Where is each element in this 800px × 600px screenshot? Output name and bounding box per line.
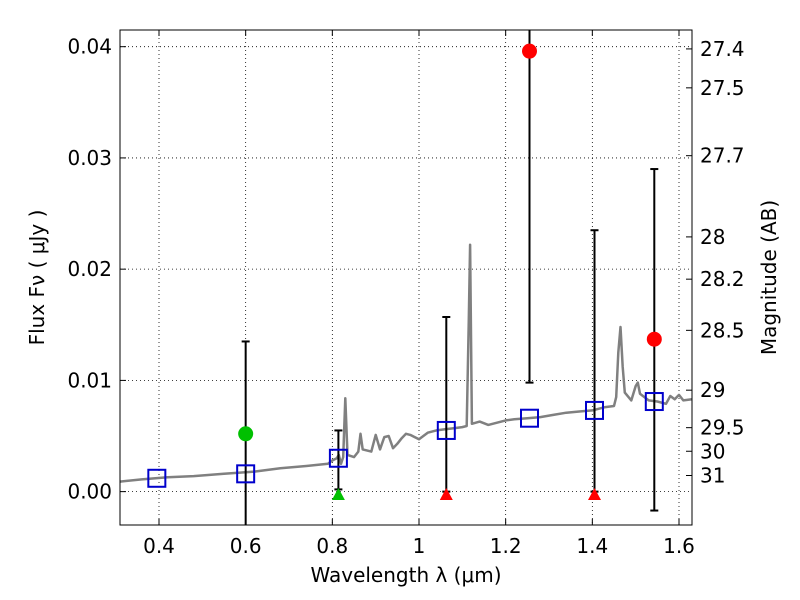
right-axis-title: Magnitude (AB)	[757, 200, 781, 355]
upper-limit-triangle	[439, 487, 453, 500]
right-tick-label: 27.4	[700, 37, 745, 61]
x-tick-label: 0.6	[230, 534, 262, 558]
y-tick-label: 0.01	[67, 368, 112, 392]
x-tick-label: 0.4	[143, 534, 175, 558]
x-axis-title: Wavelength λ (μm)	[310, 563, 501, 587]
y-tick-label: 0.04	[67, 35, 112, 59]
y-tick-label: 0.00	[67, 480, 112, 504]
upper-limit-triangle	[331, 487, 345, 500]
model-point-square	[520, 408, 539, 428]
x-tick-label: 1	[413, 534, 426, 558]
right-tick-label: 29	[700, 378, 725, 402]
model-sed-line	[119, 243, 693, 483]
grid	[120, 30, 692, 525]
x-axis-ticks: 0.4 0.6 0.8 1 1.2 1.4 1.6	[143, 30, 695, 558]
y-axis-title: Flux Fν ( μJy )	[25, 210, 49, 346]
model-point-square	[436, 420, 456, 440]
model-curve-layer	[119, 243, 693, 483]
model-point-square	[644, 392, 664, 412]
observed-point-circle	[522, 43, 537, 59]
x-tick-label: 1.2	[490, 534, 522, 558]
right-tick-label: 27.7	[700, 144, 745, 168]
right-tick-label: 31	[700, 464, 725, 488]
model-point-square	[236, 464, 256, 484]
right-tick-label: 28.2	[700, 267, 745, 291]
right-tick-label: 28	[700, 225, 725, 249]
right-tick-label: 30	[700, 439, 725, 463]
right-tick-label: 27.5	[700, 76, 745, 100]
x-tick-label: 1.4	[576, 534, 608, 558]
model-point-square	[585, 400, 604, 420]
y-tick-label: 0.03	[67, 146, 112, 170]
x-tick-label: 1.6	[663, 534, 695, 558]
observed-point-circle	[238, 426, 254, 442]
right-tick-label: 28.5	[700, 318, 745, 342]
error-bars-layer	[241, 30, 659, 525]
y-tick-label: 0.02	[67, 257, 112, 281]
y-axis-ticks: 0.00 0.01 0.02 0.03 0.04	[67, 35, 126, 504]
x-tick-label: 0.8	[316, 534, 348, 558]
markers-layer	[147, 43, 664, 500]
plot-frame	[119, 29, 693, 526]
observed-point-circle	[646, 331, 662, 347]
model-point-square	[328, 448, 348, 468]
model-point-square	[147, 468, 167, 488]
upper-limit-triangle	[588, 487, 601, 500]
right-tick-label: 29.5	[700, 416, 745, 440]
